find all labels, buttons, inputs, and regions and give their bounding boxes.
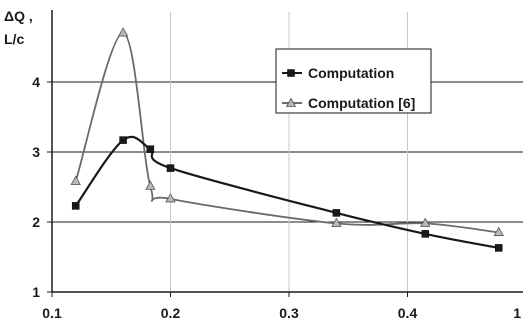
- y-tick-label: 2: [32, 214, 40, 230]
- computation-point: [119, 136, 127, 144]
- computation-6-point: [145, 180, 156, 190]
- y-axis-title-line1: ΔQ ,: [4, 8, 33, 24]
- computation-point: [421, 230, 430, 238]
- computation-6-point: [420, 217, 431, 227]
- y-axis-title-line2: L/c: [4, 31, 24, 47]
- legend-marker-computation-6: [285, 97, 297, 107]
- computation-6-point: [70, 175, 81, 185]
- legend-label-computation-6: Computation [6]: [308, 95, 415, 111]
- computation-point: [71, 202, 80, 210]
- series-markers: [70, 27, 504, 252]
- tick-labels: 1 2 3 4 0.1 0.2 0.3 0.4 1: [32, 74, 521, 321]
- legend-marker-computation: [287, 69, 295, 77]
- legend: Computation Computation [6]: [275, 48, 432, 114]
- x-tick-label: 1: [513, 305, 521, 321]
- computation-6-point: [331, 217, 342, 227]
- computation-point: [494, 244, 503, 252]
- x-tick-label: 0.4: [398, 305, 418, 321]
- computation-point: [332, 209, 341, 217]
- computation-point: [146, 145, 155, 153]
- y-tick-label: 3: [32, 144, 40, 160]
- x-tick-label: 0.1: [42, 305, 62, 321]
- legend-label-computation: Computation: [308, 65, 394, 81]
- x-tick-label: 0.2: [161, 305, 181, 321]
- computation-6-point: [493, 226, 504, 236]
- y-tick-label: 1: [32, 284, 40, 300]
- computation-6-point: [165, 193, 176, 203]
- series-line-computation: [74, 135, 499, 249]
- axes: [47, 10, 523, 297]
- y-tick-label: 4: [32, 74, 40, 90]
- x-tick-label: 0.3: [279, 305, 299, 321]
- computation-6-point: [117, 27, 129, 37]
- computation-point: [166, 164, 175, 172]
